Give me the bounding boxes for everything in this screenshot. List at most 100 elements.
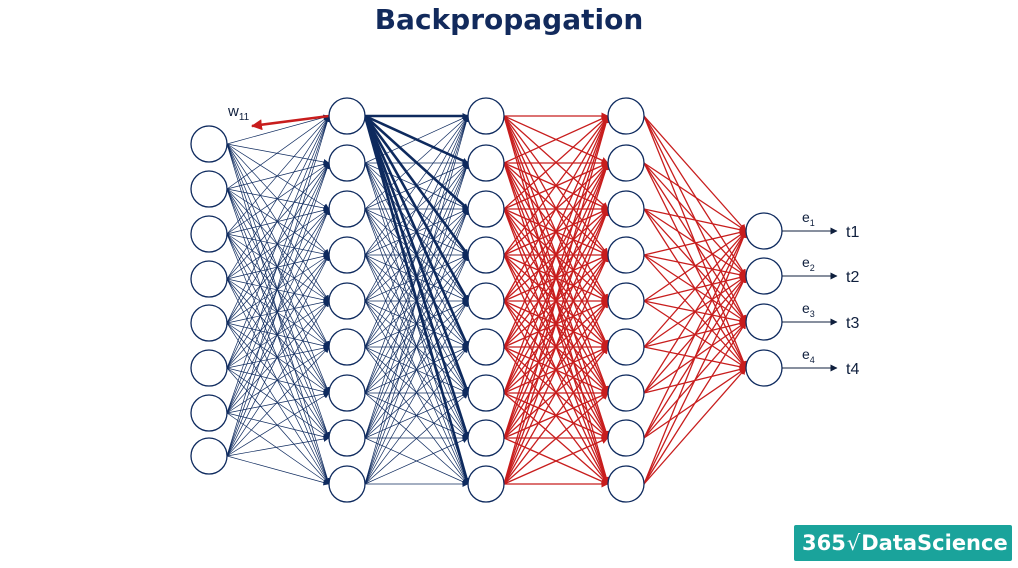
neuron <box>607 374 645 412</box>
error-label: e4 <box>802 346 815 365</box>
connection <box>364 115 470 485</box>
neuron <box>328 374 366 412</box>
neuron <box>745 349 783 387</box>
connection <box>364 115 469 302</box>
connection <box>503 115 609 302</box>
connection <box>226 278 330 439</box>
neuron <box>190 437 228 475</box>
neuron <box>467 465 505 503</box>
neuron <box>607 328 645 366</box>
neuron <box>328 465 366 503</box>
connection <box>226 208 330 280</box>
w11-backprop-arrow <box>251 114 330 131</box>
connection <box>226 208 330 414</box>
neuron <box>328 144 366 182</box>
connection <box>226 115 331 457</box>
connection <box>364 346 469 485</box>
connection <box>503 115 609 256</box>
neuron <box>328 282 366 320</box>
neuron <box>467 328 505 366</box>
target-label: t4 <box>846 361 859 378</box>
connection <box>226 114 330 145</box>
connection <box>226 162 330 324</box>
connection <box>226 115 330 190</box>
connection <box>364 115 469 164</box>
connection <box>226 115 330 235</box>
neuron <box>745 257 783 295</box>
connection <box>226 253 330 280</box>
connection <box>226 143 330 210</box>
neuron <box>328 236 366 274</box>
connection <box>503 115 609 348</box>
connection <box>503 392 609 485</box>
connection <box>226 278 330 348</box>
connection <box>364 115 469 210</box>
error-label: e2 <box>802 254 815 273</box>
connection <box>643 115 747 232</box>
neuron <box>467 282 505 320</box>
connection <box>503 300 609 485</box>
connection <box>503 346 609 485</box>
connection <box>643 230 747 394</box>
page-title: Backpropagation <box>374 3 644 36</box>
target-label: t1 <box>846 224 859 241</box>
connection <box>226 115 330 369</box>
neuron <box>190 215 228 253</box>
connection <box>226 455 330 486</box>
connection <box>226 115 330 280</box>
neuron <box>328 419 366 457</box>
connection <box>226 115 331 414</box>
connection <box>226 346 330 414</box>
connection <box>643 115 747 277</box>
connection <box>643 275 747 485</box>
connection <box>226 161 330 190</box>
target-label: t3 <box>846 315 859 332</box>
connection <box>643 230 747 485</box>
connection <box>226 300 330 457</box>
brand-logo: 365 √ DataScience <box>794 525 1012 561</box>
neuron <box>745 212 783 250</box>
neuron <box>607 282 645 320</box>
connection <box>503 208 609 485</box>
connection <box>226 254 330 414</box>
neuron <box>607 236 645 274</box>
target-label: t2 <box>846 269 859 286</box>
connection <box>364 300 469 485</box>
connection <box>643 162 747 232</box>
connection <box>364 115 469 256</box>
neuron <box>745 303 783 341</box>
connection <box>643 230 747 348</box>
neuron <box>467 374 505 412</box>
connection <box>503 115 609 164</box>
connection <box>503 115 610 485</box>
neuron <box>190 394 228 432</box>
connection <box>226 233 330 302</box>
connection <box>226 392 330 457</box>
connection <box>226 367 330 485</box>
neuron <box>467 144 505 182</box>
connection <box>226 162 330 414</box>
connection <box>643 230 747 302</box>
connection <box>364 115 470 439</box>
connection <box>643 208 747 234</box>
neuron <box>190 125 228 163</box>
connection <box>226 233 330 394</box>
neuron <box>328 97 366 135</box>
connection <box>364 392 469 485</box>
connection <box>226 278 330 394</box>
connection <box>364 115 469 348</box>
connection <box>226 143 330 256</box>
connection <box>503 115 610 439</box>
neuron <box>467 97 505 135</box>
connection <box>226 162 330 280</box>
connection <box>503 437 609 485</box>
connection <box>643 367 747 485</box>
neuron <box>607 190 645 228</box>
neuron <box>190 260 228 298</box>
neuron <box>467 236 505 274</box>
neuron <box>190 170 228 208</box>
neuron <box>607 144 645 182</box>
connection <box>226 188 330 302</box>
neuron <box>607 419 645 457</box>
